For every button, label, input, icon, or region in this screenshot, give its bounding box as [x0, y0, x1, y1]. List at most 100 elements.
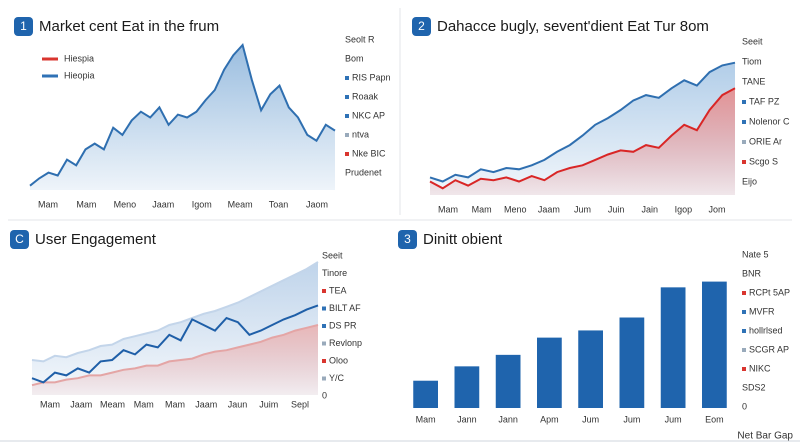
legend-label: Hieopia — [64, 70, 95, 80]
x-tick-label: Jaam — [152, 199, 174, 209]
chart-title: User Engagement — [35, 231, 157, 248]
x-tick-label: Igop — [675, 204, 693, 214]
side-marker — [742, 329, 746, 333]
x-tick-label: Jum — [574, 204, 591, 214]
x-tick-label: Meam — [228, 199, 253, 209]
side-label: SCGR AP — [749, 344, 789, 354]
line — [429, 87, 736, 190]
x-tick-label: Jaam — [195, 399, 217, 409]
bar — [702, 281, 727, 408]
x-tick-label: Mam — [416, 414, 436, 424]
side-marker — [345, 95, 349, 99]
side-label: Seeit — [742, 36, 763, 46]
line — [31, 261, 319, 363]
side-marker — [322, 376, 326, 381]
side-label: Nolenor C — [749, 116, 790, 126]
side-label: TEA — [329, 285, 347, 295]
badge: 1 — [20, 19, 27, 33]
side-label: NKC AP — [352, 110, 385, 120]
badge-box — [10, 230, 29, 249]
side-label: Tiom — [742, 56, 762, 66]
side-label: NIKC — [749, 363, 771, 373]
badge: 3 — [404, 232, 411, 246]
side-label: TAF PZ — [749, 96, 780, 106]
side-label: 0 — [742, 401, 747, 411]
x-tick-label: Jann — [457, 414, 477, 424]
side-label: BNR — [742, 268, 762, 278]
side-label: Oloo — [329, 355, 348, 365]
side-label: Prudenet — [345, 167, 382, 177]
x-tick-label: Mam — [165, 399, 185, 409]
badge-box — [412, 17, 431, 36]
side-marker — [742, 348, 746, 352]
x-tick-label: Jann — [498, 414, 518, 424]
side-marker — [322, 306, 326, 311]
x-tick-label: Igom — [192, 199, 212, 209]
x-tick-label: Juin — [608, 204, 625, 214]
side-label: MVFR — [749, 306, 775, 316]
side-label: 0 — [322, 390, 327, 400]
badge-box — [14, 17, 33, 36]
x-tick-label: Sepl — [291, 399, 309, 409]
side-label: Tinore — [322, 268, 347, 278]
side-label: RCPt 5AP — [749, 287, 790, 297]
side-marker — [742, 100, 746, 104]
side-marker — [322, 359, 326, 363]
area — [30, 45, 335, 190]
side-marker — [742, 291, 746, 295]
x-tick-label: Jain — [641, 204, 658, 214]
side-label: Scgo S — [749, 156, 778, 166]
side-label: Seolt R — [345, 34, 375, 44]
side-label: Eijo — [742, 176, 757, 186]
side-marker — [345, 133, 349, 137]
line — [31, 324, 319, 387]
x-tick-label: Apm — [540, 414, 559, 424]
side-label: RIS Papn — [352, 72, 391, 82]
x-tick-label: Jum — [623, 414, 640, 424]
side-marker — [345, 114, 349, 118]
side-marker — [742, 140, 746, 144]
side-marker — [742, 120, 746, 124]
x-tick-label: Jaom — [306, 199, 328, 209]
x-tick-label: Jom — [708, 204, 725, 214]
side-marker — [345, 76, 349, 80]
x-tick-label: Mam — [38, 199, 58, 209]
x-tick-label: Mam — [472, 204, 492, 214]
side-label: hollrlsed — [749, 325, 783, 335]
bar — [537, 337, 562, 408]
side-label: ntva — [352, 129, 369, 139]
x-tick-label: Jaun — [228, 399, 248, 409]
badge: C — [15, 232, 24, 246]
side-marker — [742, 310, 746, 314]
chart-title: Dinitt obient — [423, 231, 503, 248]
bar — [660, 287, 686, 408]
x-tick-label: Eom — [705, 414, 724, 424]
area — [430, 88, 735, 195]
x-tick-label: Meam — [100, 399, 125, 409]
side-label: DS PR — [329, 320, 357, 330]
x-tick-label: Mam — [134, 399, 154, 409]
badge: 2 — [418, 19, 425, 33]
x-tick-label: Mam — [438, 204, 458, 214]
x-tick-label: Meno — [504, 204, 527, 214]
chart-title: Market cent Eat in the frum — [39, 18, 219, 35]
x-tick-label: Mam — [40, 399, 60, 409]
badge-box — [398, 230, 417, 249]
side-label: SDS2 — [742, 382, 766, 392]
side-label: ORIE Ar — [749, 136, 782, 146]
line — [429, 61, 736, 183]
side-label: Y/C — [329, 373, 345, 383]
side-label: TANE — [742, 76, 765, 86]
side-marker — [345, 152, 349, 156]
side-marker — [742, 160, 746, 164]
x-tick-label: Jaam — [538, 204, 560, 214]
side-label: Revlonp — [329, 338, 362, 348]
bar — [495, 354, 521, 408]
line — [29, 42, 336, 187]
side-label: Seeit — [322, 250, 343, 260]
line — [31, 304, 319, 384]
x-tick-label: Toan — [269, 199, 289, 209]
legend-label: Hiespia — [64, 53, 94, 63]
side-marker — [742, 367, 746, 371]
